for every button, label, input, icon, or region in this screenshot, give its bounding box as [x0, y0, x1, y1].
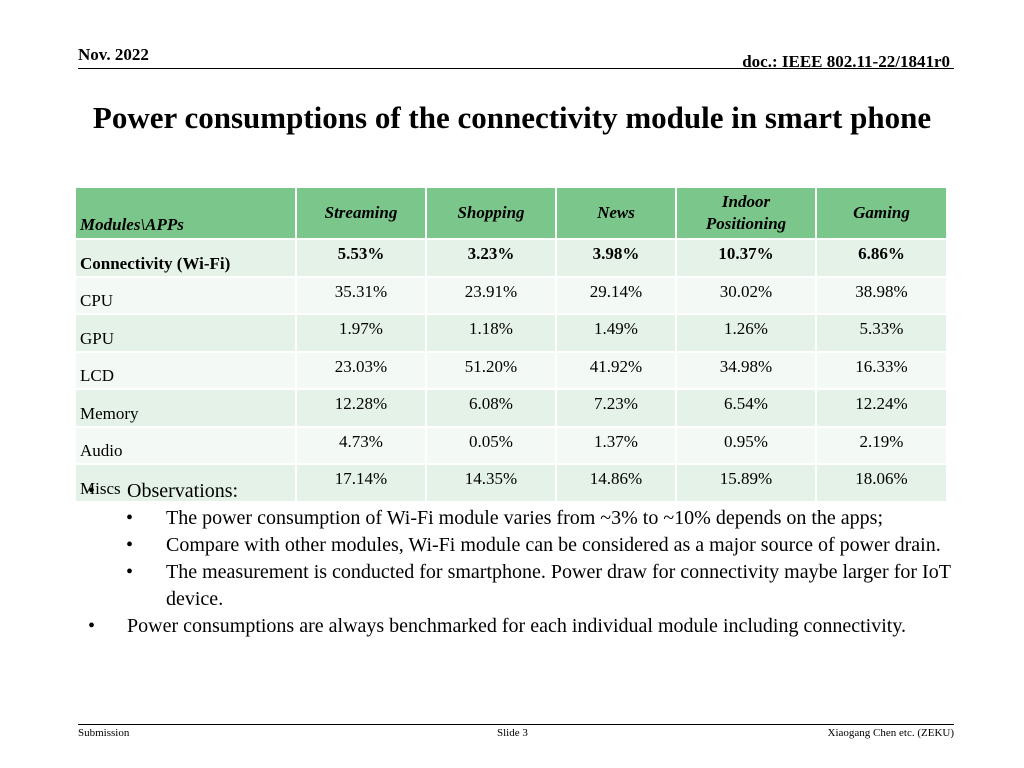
table-cell: 2.19%: [816, 426, 948, 465]
table-cell: 1.37%: [556, 426, 677, 465]
header-date: Nov. 2022: [78, 45, 149, 64]
table-cell: 6.08%: [426, 389, 557, 428]
table-cell: 38.98%: [816, 276, 948, 315]
table-cell: 3.23%: [426, 239, 557, 278]
table-cell: 3.98%: [556, 239, 677, 278]
footer-slide-number: Slide 3: [497, 727, 528, 739]
row-module-label: CPU: [76, 276, 297, 315]
sub-bullet-text: Compare with other modules, Wi-Fi module…: [166, 534, 941, 556]
row-module-label: GPU: [76, 314, 297, 353]
footer-author: Xiaogang Chen etc. (ZEKU): [827, 727, 954, 739]
bullet-dot-icon: •: [126, 534, 134, 556]
sub-bullet-item: • Compare with other modules, Wi-Fi modul…: [82, 532, 962, 559]
table-cell: 12.24%: [816, 389, 948, 428]
table-cell: 0.05%: [426, 426, 557, 465]
row-module-label: Connectivity (Wi-Fi): [76, 239, 297, 278]
footer-rule: [78, 724, 954, 725]
table-cell: 23.91%: [426, 276, 557, 315]
table-cell: 12.28%: [296, 389, 427, 428]
table-cell: 15.89%: [676, 464, 817, 503]
table-row: GPU 1.97% 1.18% 1.49% 1.26% 5.33%: [76, 314, 948, 353]
column-header: Gaming: [816, 188, 948, 240]
table-cell: 17.14%: [296, 464, 427, 503]
table-cell: 10.37%: [676, 239, 817, 278]
bullet-text: Observations:: [127, 480, 239, 502]
row-module-label: LCD: [76, 351, 297, 390]
table-cell: 1.26%: [676, 314, 817, 353]
table-cell: 30.02%: [676, 276, 817, 315]
column-header: Streaming: [296, 188, 427, 240]
sub-bullet-item: • The power consumption of Wi-Fi module v…: [82, 505, 962, 532]
bullet-dot-icon: •: [88, 615, 96, 637]
bullet-dot-icon: •: [126, 561, 134, 583]
column-header: News: [556, 188, 677, 240]
table-cell: 1.49%: [556, 314, 677, 353]
bullet-dot-icon: •: [88, 480, 96, 502]
sub-bullet-text: The measurement is conducted for smartph…: [166, 561, 951, 610]
column-header: Shopping: [426, 188, 557, 240]
footer-submission: Submission: [78, 727, 130, 739]
table-cell: 35.31%: [296, 276, 427, 315]
table-row: LCD 23.03% 51.20% 41.92% 34.98% 16.33%: [76, 351, 948, 390]
table-cell: 23.03%: [296, 351, 427, 390]
table-cell: 6.54%: [676, 389, 817, 428]
table-cell: 34.98%: [676, 351, 817, 390]
row-module-label: Audio: [76, 426, 297, 465]
sub-bullet-text: The power consumption of Wi-Fi module va…: [166, 507, 884, 529]
table-row: CPU 35.31% 23.91% 29.14% 30.02% 38.98%: [76, 276, 948, 315]
table-cell: 14.35%: [426, 464, 557, 503]
header-rule: [78, 68, 954, 69]
slide-title: Power consumptions of the connectivity m…: [92, 100, 932, 135]
table-row: Connectivity (Wi-Fi) 5.53% 3.23% 3.98% 10.37…: [76, 239, 948, 278]
row-module-label: Memory: [76, 389, 297, 428]
table-cell: 5.33%: [816, 314, 948, 353]
table-cell: 14.86%: [556, 464, 677, 503]
table-cell: 0.95%: [676, 426, 817, 465]
table-corner-header: Modules\APPs: [76, 188, 297, 240]
table-cell: 1.97%: [296, 314, 427, 353]
header-doc-id: doc.: IEEE 802.11-22/1841r0: [742, 52, 950, 71]
bullet-text: Power consumptions are always benchmarke…: [127, 615, 907, 637]
table-cell: 4.73%: [296, 426, 427, 465]
table-cell: 18.06%: [816, 464, 948, 503]
table-header-row: Modules\APPs Streaming Shopping News Ind…: [76, 188, 948, 240]
table-cell: 1.18%: [426, 314, 557, 353]
table-row: Audio 4.73% 0.05% 1.37% 0.95% 2.19%: [76, 426, 948, 465]
table-cell: 5.53%: [296, 239, 427, 278]
table-cell: 7.23%: [556, 389, 677, 428]
row-module-label: Miscs: [76, 464, 297, 503]
table-cell: 6.86%: [816, 239, 948, 278]
table-row: Miscs 17.14% 14.35% 14.86% 15.89% 18.06%: [76, 464, 948, 503]
sub-bullet-container: • The power consumption of Wi-Fi module v…: [82, 505, 962, 613]
sub-bullet-list: • The power consumption of Wi-Fi module v…: [82, 505, 962, 613]
table-cell: 41.92%: [556, 351, 677, 390]
table-cell: 51.20%: [426, 351, 557, 390]
bullet-dot-icon: •: [126, 507, 134, 529]
power-table: Modules\APPs Streaming Shopping News Ind…: [76, 188, 948, 503]
column-header: Indoor Positioning: [676, 188, 817, 240]
sub-bullet-item: • The measurement is conducted for smartp…: [82, 559, 962, 613]
table-row: Memory 12.28% 6.08% 7.23% 6.54% 12.24%: [76, 389, 948, 428]
table-cell: 16.33%: [816, 351, 948, 390]
table-cell: 29.14%: [556, 276, 677, 315]
bullet-item: • Power consumptions are always benchmark…: [82, 613, 962, 640]
bullet-list: • Observations: • The power consumption of …: [82, 478, 962, 640]
bullet-item: • Observations:: [82, 478, 962, 505]
